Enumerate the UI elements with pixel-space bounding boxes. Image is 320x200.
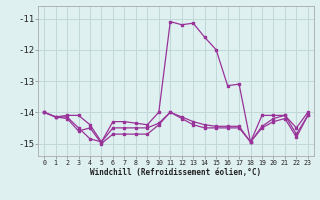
X-axis label: Windchill (Refroidissement éolien,°C): Windchill (Refroidissement éolien,°C): [91, 168, 261, 177]
